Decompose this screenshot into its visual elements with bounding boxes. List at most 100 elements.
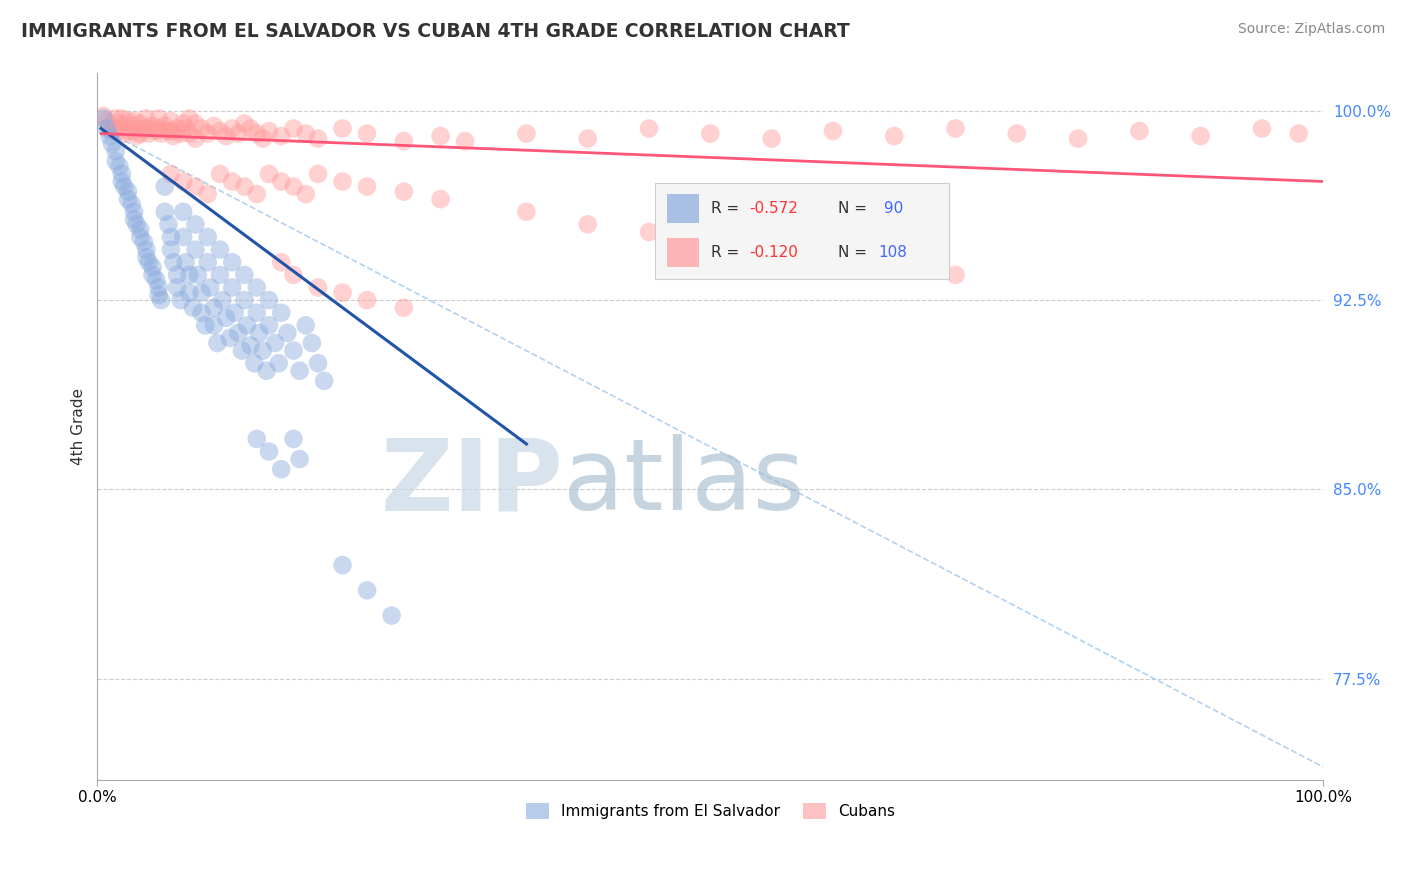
Point (172, 230, 194, 244)
Point (162, 255, 184, 269)
Point (236, 318, 259, 333)
Point (198, 280, 221, 294)
Point (224, 306, 246, 320)
Point (135, 121, 157, 136)
Point (215, 129, 238, 144)
Point (1288, 127, 1310, 141)
Point (111, 112, 134, 126)
Point (202, 119, 225, 133)
Point (246, 187, 269, 202)
Text: atlas: atlas (564, 434, 804, 532)
Point (122, 114, 145, 128)
Legend: Immigrants from El Salvador, Cubans: Immigrants from El Salvador, Cubans (520, 797, 901, 825)
Point (166, 121, 188, 136)
Text: 108: 108 (879, 245, 908, 260)
Point (257, 444, 280, 458)
Point (160, 114, 183, 128)
Point (576, 131, 599, 145)
Point (190, 306, 212, 320)
Point (1067, 131, 1090, 145)
Point (157, 218, 180, 232)
Point (307, 131, 329, 145)
Point (283, 268, 305, 282)
Point (356, 127, 378, 141)
Point (160, 243, 183, 257)
Point (945, 121, 967, 136)
Point (121, 119, 143, 133)
Point (381, 608, 404, 623)
Point (246, 306, 269, 320)
Point (246, 432, 269, 446)
Point (252, 343, 274, 358)
Point (117, 185, 139, 199)
Point (264, 336, 287, 351)
Point (202, 318, 225, 333)
Point (160, 124, 183, 138)
Point (821, 255, 844, 269)
Point (135, 250, 157, 264)
Text: 90: 90 (879, 201, 903, 216)
Point (112, 127, 135, 141)
Point (1251, 121, 1274, 136)
Point (257, 318, 280, 333)
Point (314, 374, 336, 388)
Point (122, 204, 145, 219)
Point (356, 583, 378, 598)
Point (252, 131, 274, 145)
Point (108, 159, 131, 173)
Point (179, 285, 201, 300)
Point (184, 131, 207, 145)
Point (576, 218, 599, 232)
Point (170, 293, 193, 307)
Point (135, 112, 157, 126)
Point (356, 179, 378, 194)
Point (294, 187, 316, 202)
Point (294, 318, 316, 333)
Point (288, 452, 311, 467)
Point (283, 432, 305, 446)
Point (121, 197, 143, 211)
Point (257, 293, 280, 307)
Point (187, 268, 209, 282)
Point (301, 336, 323, 351)
Point (1005, 127, 1028, 141)
Point (166, 280, 188, 294)
Point (172, 204, 194, 219)
Point (129, 222, 152, 236)
Point (228, 127, 250, 141)
Point (93, 112, 115, 126)
Bar (666, 194, 699, 223)
Point (197, 255, 219, 269)
Point (148, 288, 170, 302)
Point (945, 268, 967, 282)
Point (197, 187, 219, 202)
Point (181, 301, 204, 315)
Point (111, 174, 134, 188)
Point (148, 280, 170, 294)
Point (101, 124, 124, 138)
Point (150, 293, 173, 307)
Point (761, 245, 783, 260)
Point (117, 192, 139, 206)
Point (288, 364, 311, 378)
Point (129, 116, 152, 130)
Point (117, 124, 139, 138)
Point (221, 121, 243, 136)
Point (138, 255, 160, 269)
Point (332, 174, 354, 188)
Point (638, 225, 661, 239)
Point (257, 124, 280, 138)
Point (761, 131, 783, 145)
Point (211, 293, 233, 307)
Point (246, 280, 269, 294)
Point (270, 129, 292, 144)
Point (208, 243, 231, 257)
Point (125, 129, 148, 144)
Text: Source: ZipAtlas.com: Source: ZipAtlas.com (1237, 22, 1385, 37)
Point (111, 167, 134, 181)
Point (160, 230, 183, 244)
Point (104, 121, 127, 136)
Point (392, 301, 415, 315)
Point (515, 127, 537, 141)
Point (132, 121, 155, 136)
